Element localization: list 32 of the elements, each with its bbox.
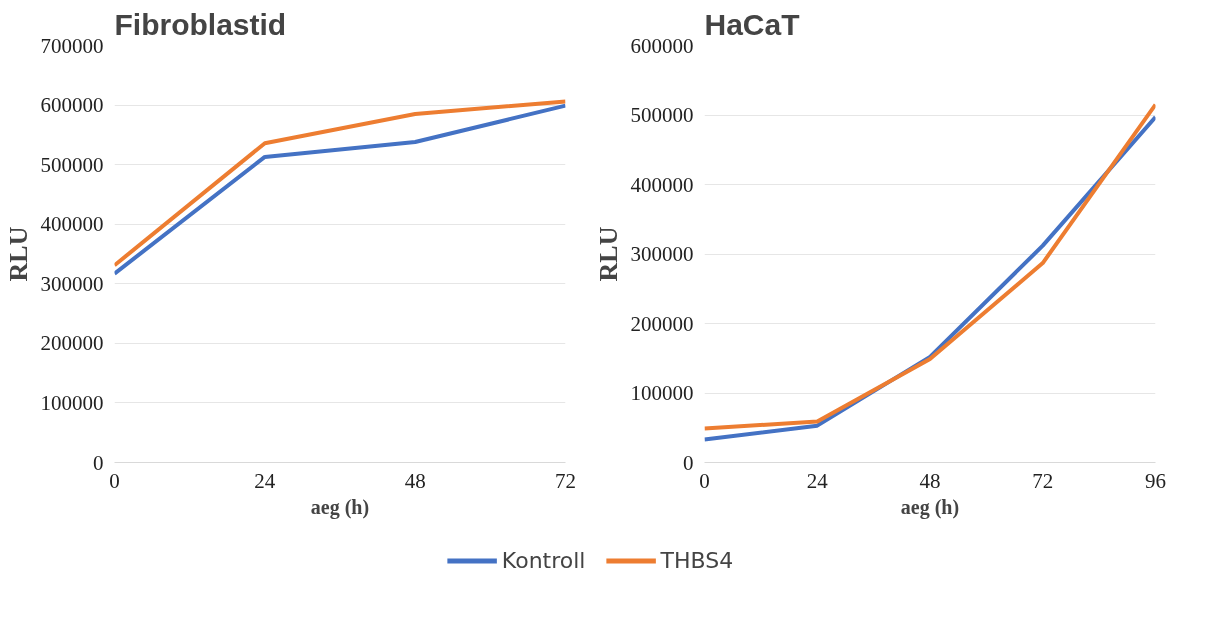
y-tick-label: 600000: [40, 93, 104, 118]
x-tick-label: 96: [1145, 468, 1166, 493]
x-tick-label: 72: [1032, 468, 1054, 493]
y-tick-label: 700000: [40, 33, 104, 58]
y-tick-label: 0: [683, 450, 694, 475]
x-axis-title: aeg (h): [900, 495, 960, 519]
y-axis-title: RLU: [3, 226, 33, 282]
chart-title: Fibroblastid: [114, 7, 287, 41]
y-tick-label: 300000: [40, 271, 104, 296]
y-tick-label: 500000: [630, 103, 694, 127]
y-tick-label: 200000: [40, 331, 104, 356]
legend-label: THBS4: [660, 547, 734, 573]
y-tick-label: 400000: [40, 212, 104, 237]
x-tick-label: 48: [404, 468, 426, 493]
y-tick-label: 600000: [630, 33, 694, 58]
legend-label: Kontroll: [501, 547, 586, 573]
y-tick-label: 100000: [630, 381, 694, 405]
chart-title: HaCaT: [704, 7, 800, 41]
y-tick-label: 0: [93, 450, 104, 475]
x-tick-label: 24: [254, 468, 276, 493]
y-tick-label: 500000: [40, 152, 104, 177]
x-tick-label: 48: [919, 468, 941, 493]
y-axis-title: RLU: [593, 226, 623, 282]
y-tick-label: 300000: [630, 242, 694, 266]
x-tick-label: 24: [806, 468, 829, 493]
y-tick-label: 200000: [630, 311, 694, 336]
y-tick-label: 400000: [630, 172, 694, 197]
x-tick-label: 0: [699, 468, 710, 493]
x-axis-title: aeg (h): [310, 495, 370, 519]
x-tick-label: 0: [109, 468, 120, 493]
x-tick-label: 72: [555, 468, 576, 493]
y-tick-label: 100000: [40, 390, 104, 415]
